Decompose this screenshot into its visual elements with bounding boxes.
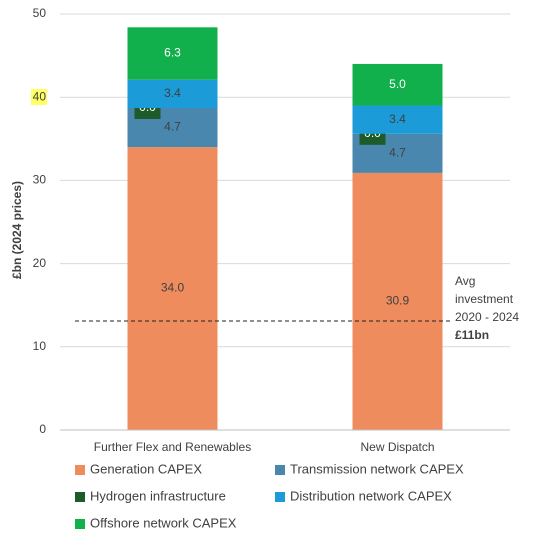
y-tick-label: 0: [39, 422, 46, 436]
legend-label: Hydrogen infrastructure: [90, 488, 226, 503]
legend-label: Transmission network CAPEX: [290, 461, 464, 476]
value-label: 4.7: [164, 120, 181, 134]
annotation-emphasis: £11bn: [455, 328, 489, 342]
y-axis-label: £bn (2024 prices): [10, 181, 24, 279]
legend-swatch: [275, 465, 285, 475]
bar-segment: [352, 172, 443, 431]
bar-segment: [352, 63, 443, 106]
y-tick-label: 30: [33, 173, 47, 187]
annotation: investment: [455, 292, 514, 306]
value-label: 30.9: [386, 294, 410, 308]
legend-label: Distribution network CAPEX: [290, 488, 452, 503]
bar-segment: [127, 27, 218, 80]
legend-label: Generation CAPEX: [90, 461, 202, 476]
value-label: 3.4: [164, 86, 181, 100]
legend-swatch: [75, 465, 85, 475]
y-tick-label: 20: [33, 256, 47, 270]
value-label: 5.0: [389, 77, 406, 91]
y-tick-label: 40: [33, 89, 47, 103]
bar-segment: [352, 105, 443, 134]
bar-segment: [127, 79, 218, 109]
legend-swatch: [275, 492, 285, 502]
tick-highlight: [31, 89, 47, 105]
x-tick-label: Further Flex and Renewables: [94, 440, 251, 454]
value-label: 6.3: [164, 46, 181, 60]
bar-segment: [127, 147, 218, 430]
annotation: Avg: [455, 274, 475, 288]
value-label: 3.4: [389, 112, 406, 126]
annotation: 2020 - 2024: [455, 310, 519, 324]
legend-swatch: [75, 492, 85, 502]
y-tick-label: 10: [33, 339, 47, 353]
legend-swatch: [75, 519, 85, 529]
y-tick-label: 50: [33, 6, 47, 20]
legend-label: Offshore network CAPEX: [90, 515, 237, 530]
x-tick-label: New Dispatch: [360, 440, 434, 454]
value-label: 34.0: [161, 281, 185, 295]
value-label: 4.7: [389, 146, 406, 160]
